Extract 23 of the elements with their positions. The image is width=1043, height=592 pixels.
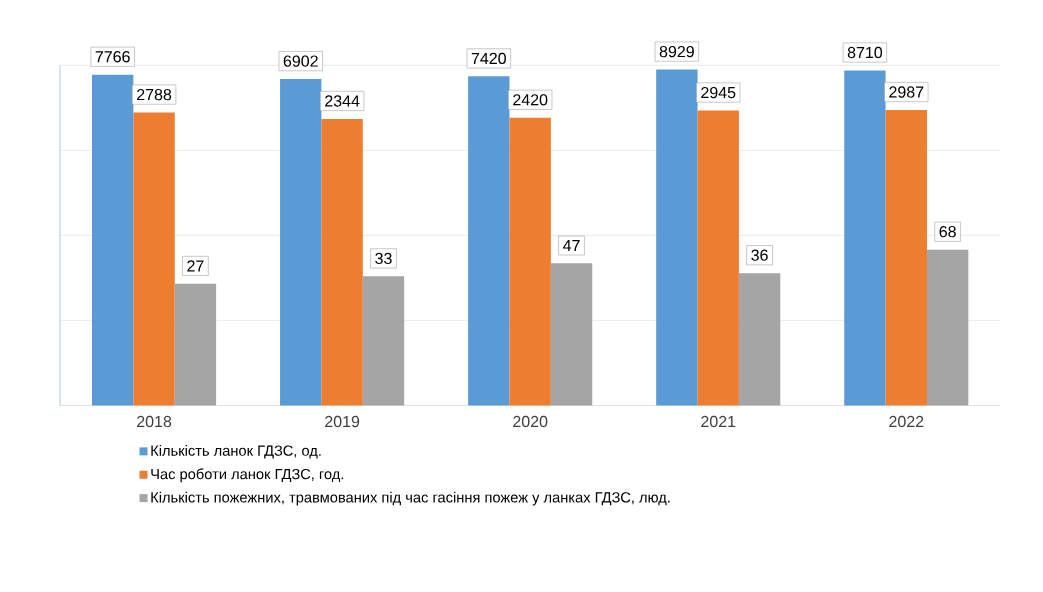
data-label: 36: [751, 249, 768, 261]
data-label: 8710: [847, 46, 883, 59]
x-tick-label: 2020: [513, 415, 548, 428]
x-tick-label: 2019: [325, 415, 360, 428]
data-label: 47: [563, 239, 580, 251]
x-tick-label: 2022: [889, 415, 924, 428]
x-tick-label: 2018: [137, 415, 172, 428]
data-label: 33: [375, 252, 392, 264]
data-label: 2788: [137, 88, 172, 101]
data-label: 2945: [701, 86, 736, 99]
data-label: 68: [939, 225, 956, 238]
data-label: 6902: [283, 55, 318, 67]
data-label: 7766: [95, 51, 130, 63]
data-label: 2344: [325, 95, 360, 107]
x-tick-label: 2021: [701, 415, 736, 428]
legend-label: Кількість ланок ГДЗС, од.: [151, 444, 321, 459]
data-label: 8929: [659, 45, 694, 58]
legend-label: Кількість пожежних, травмованих під час гасіння пожеж у ланках ГДЗС, люд.: [151, 491, 670, 506]
legend-label: Час роботи ланок ГДЗС, год.: [151, 468, 344, 483]
data-label: 2420: [513, 94, 548, 106]
data-label: 2987: [889, 86, 924, 98]
data-label: 7420: [471, 52, 506, 65]
data-label: 27: [187, 260, 204, 272]
